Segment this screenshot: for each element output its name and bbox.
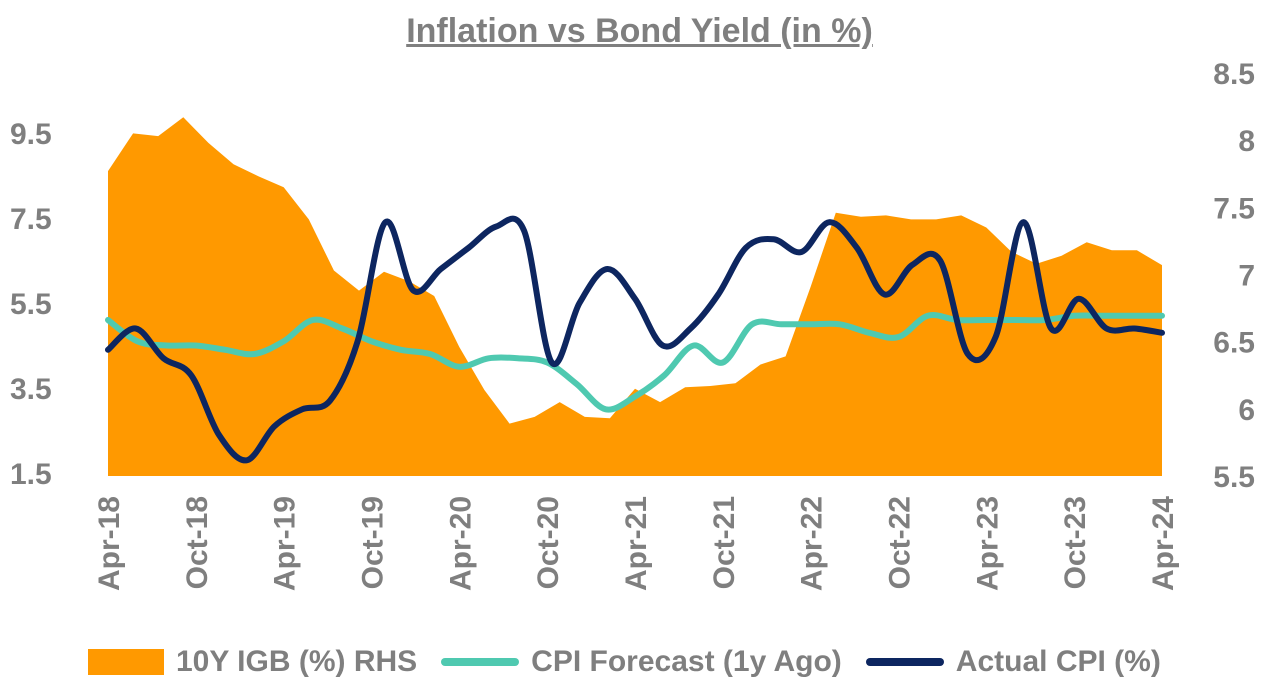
chart-title: Inflation vs Bond Yield (in %) (406, 12, 873, 50)
y-right-tick-label: 8 (1238, 125, 1255, 158)
y-left-tick-label: 7.5 (10, 203, 52, 236)
x-tick-label: Oct-21 (708, 496, 741, 589)
y-axis-right-ticks: 8.5 8 7.5 7 6.5 6 5.5 (1213, 58, 1255, 494)
y-right-tick-label: 6 (1238, 394, 1255, 427)
x-tick-label: Apr-19 (269, 496, 302, 591)
x-axis-ticks: Apr-18 Oct-18 Apr-19 Oct-19 Apr-20 Oct-20 Apr-… (93, 496, 1180, 591)
legend-label-cpi-forecast: CPI Forecast (1y Ago) (531, 645, 842, 678)
x-tick-label: Apr-20 (444, 496, 477, 591)
legend-item-cpi-forecast: CPI Forecast (1y Ago) (441, 645, 842, 679)
legend: 10Y IGB (%) RHS CPI Forecast (1y Ago) Ac… (88, 642, 1185, 682)
x-tick-label: Apr-18 (93, 496, 126, 591)
y-right-tick-label: 5.5 (1213, 461, 1255, 494)
y-axis-left-ticks: 9.5 7.5 5.5 3.5 1.5 (10, 118, 52, 491)
area-layer (108, 117, 1162, 477)
x-tick-label: Apr-22 (796, 496, 829, 591)
legend-item-igb: 10Y IGB (%) RHS (88, 645, 417, 679)
legend-swatch-igb (88, 649, 164, 675)
x-tick-label: Oct-18 (181, 496, 214, 589)
legend-swatch-actual-cpi (865, 658, 944, 666)
y-right-tick-label: 7 (1238, 260, 1255, 293)
y-right-tick-label: 6.5 (1213, 327, 1255, 360)
y-right-tick-label: 7.5 (1213, 192, 1255, 225)
line-layer (105, 215, 1165, 464)
x-tick-label: Apr-23 (971, 496, 1004, 591)
x-tick-label: Oct-22 (884, 496, 917, 589)
x-tick-label: Apr-24 (1147, 496, 1180, 591)
x-tick-label: Apr-21 (620, 496, 653, 591)
y-left-tick-label: 1.5 (10, 458, 52, 491)
legend-item-actual-cpi: Actual CPI (%) (865, 645, 1161, 679)
x-tick-label: Oct-23 (1059, 496, 1092, 589)
legend-label-igb: 10Y IGB (%) RHS (176, 645, 418, 678)
legend-swatch-cpi-forecast (441, 658, 520, 666)
series-line-cpi-forecast (105, 312, 1165, 413)
x-tick-label: Oct-20 (532, 496, 565, 589)
x-tick-label: Oct-19 (357, 496, 390, 589)
y-left-tick-label: 3.5 (10, 373, 52, 406)
y-right-tick-label: 8.5 (1213, 58, 1255, 91)
y-left-tick-label: 5.5 (10, 288, 52, 321)
series-line-actual-cpi (105, 215, 1165, 464)
series-area-igb (108, 117, 1162, 477)
y-left-tick-label: 9.5 (10, 118, 52, 151)
legend-label-actual-cpi: Actual CPI (%) (955, 645, 1161, 678)
